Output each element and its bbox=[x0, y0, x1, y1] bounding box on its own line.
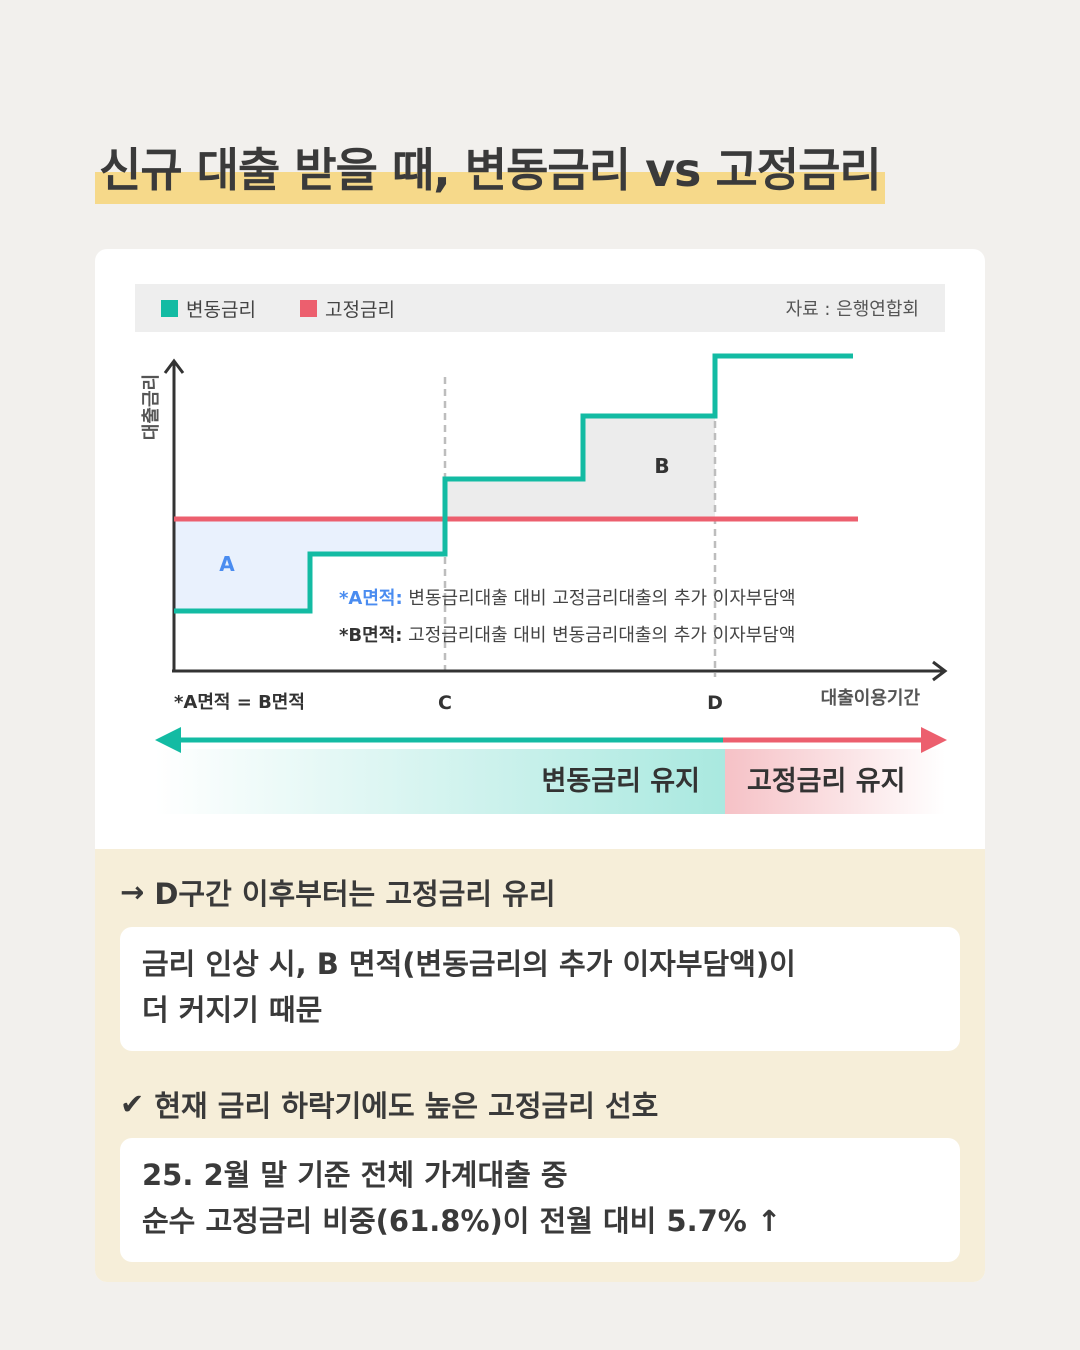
x-axis-label: 대출이용기간 bbox=[821, 688, 921, 709]
insight-1-line-2: 더 커지기 때문 bbox=[142, 993, 323, 1027]
insight-1-line-1: 금리 인상 시, B 면적(변동금리의 추가 이자부담액)이 bbox=[142, 947, 796, 981]
page-title: 신규 대출 받을 때, 변동금리 vs 고정금리 bbox=[99, 143, 882, 197]
legend-swatch-variable bbox=[161, 299, 178, 317]
fixed-keep-label: 고정금리 유지 bbox=[747, 766, 906, 797]
insight-box-2: 25. 2월 말 기준 전체 가계대출 중 순수 고정금리 비중(61.8%)이… bbox=[120, 1138, 960, 1262]
checkmark-icon: ✔ bbox=[120, 1087, 145, 1121]
insight-2-line-1: 25. 2월 말 기준 전체 가계대출 중 bbox=[142, 1158, 568, 1192]
area-a-label: A bbox=[219, 552, 235, 576]
x-tick-c: C bbox=[438, 692, 452, 714]
x-tick-d: D bbox=[707, 692, 723, 714]
note-a: *A면적: 변동금리대출 대비 고정금리대출의 추가 이자부담액 bbox=[339, 588, 796, 609]
title-wrap: 신규 대출 받을 때, 변동금리 vs 고정금리 bbox=[95, 140, 885, 204]
insight-heading-1: → D구간 이후부터는 고정금리 유리 bbox=[120, 871, 556, 913]
variable-rate-line bbox=[174, 353, 853, 614]
diagram-card: 변동금리 고정금리 자료 : 은행연합회 A B 대출금리 *A면적: 변동금리… bbox=[95, 249, 985, 1282]
legend-swatch-fixed bbox=[300, 299, 317, 317]
variable-period-fill bbox=[155, 749, 725, 814]
y-axis-arrow bbox=[163, 358, 185, 374]
title-highlight bbox=[95, 172, 885, 204]
insight-heading-1-text: D구간 이후부터는 고정금리 유리 bbox=[154, 877, 556, 911]
insight-panel: → D구간 이후부터는 고정금리 유리 금리 인상 시, B 면적(변동금리의 … bbox=[95, 849, 985, 1282]
fixed-arrowhead bbox=[921, 727, 947, 753]
note-b-key: *B면적: bbox=[339, 625, 402, 646]
equality-note: *A면적 = B면적 bbox=[174, 692, 305, 713]
area-b bbox=[445, 416, 715, 519]
note-a-text: 변동금리대출 대비 고정금리대출의 추가 이자부담액 bbox=[403, 588, 796, 609]
legend-item-variable: 변동금리 bbox=[161, 284, 256, 332]
insight-heading-2: ✔ 현재 금리 하락기에도 높은 고정금리 선호 bbox=[120, 1083, 658, 1125]
legend-bar: 변동금리 고정금리 자료 : 은행연합회 bbox=[135, 284, 945, 332]
legend-label-variable: 변동금리 bbox=[186, 298, 256, 321]
y-axis-label: 대출금리 bbox=[141, 374, 162, 440]
x-axis-arrow bbox=[932, 660, 948, 682]
legend-item-fixed: 고정금리 bbox=[300, 284, 395, 332]
fixed-period-fill bbox=[725, 749, 945, 814]
arrow-right-icon: → bbox=[120, 875, 145, 909]
period-arrow-zone: 변동금리 유지 고정금리 유지 bbox=[155, 719, 955, 814]
note-b: *B면적: 고정금리대출 대비 변동금리대출의 추가 이자부담액 bbox=[339, 625, 795, 646]
insight-2-line-2: 순수 고정금리 비중(61.8%)이 전월 대비 5.7% ↑ bbox=[142, 1204, 782, 1238]
variable-keep-label: 변동금리 유지 bbox=[541, 766, 700, 797]
source-note: 자료 : 은행연합회 bbox=[785, 299, 919, 320]
legend-label-fixed: 고정금리 bbox=[325, 298, 395, 321]
note-b-text: 고정금리대출 대비 변동금리대출의 추가 이자부담액 bbox=[402, 625, 795, 646]
variable-arrowhead bbox=[155, 727, 181, 753]
insight-box-1: 금리 인상 시, B 면적(변동금리의 추가 이자부담액)이 더 커지기 때문 bbox=[120, 927, 960, 1051]
area-b-label: B bbox=[654, 454, 669, 478]
note-a-key: *A면적: bbox=[339, 588, 403, 609]
insight-heading-2-text: 현재 금리 하락기에도 높은 고정금리 선호 bbox=[154, 1089, 659, 1123]
period-arrow bbox=[155, 727, 947, 753]
rate-chart: A B 대출금리 *A면적: 변동금리대출 대비 고정금리대출의 추가 이자부담… bbox=[141, 353, 948, 714]
